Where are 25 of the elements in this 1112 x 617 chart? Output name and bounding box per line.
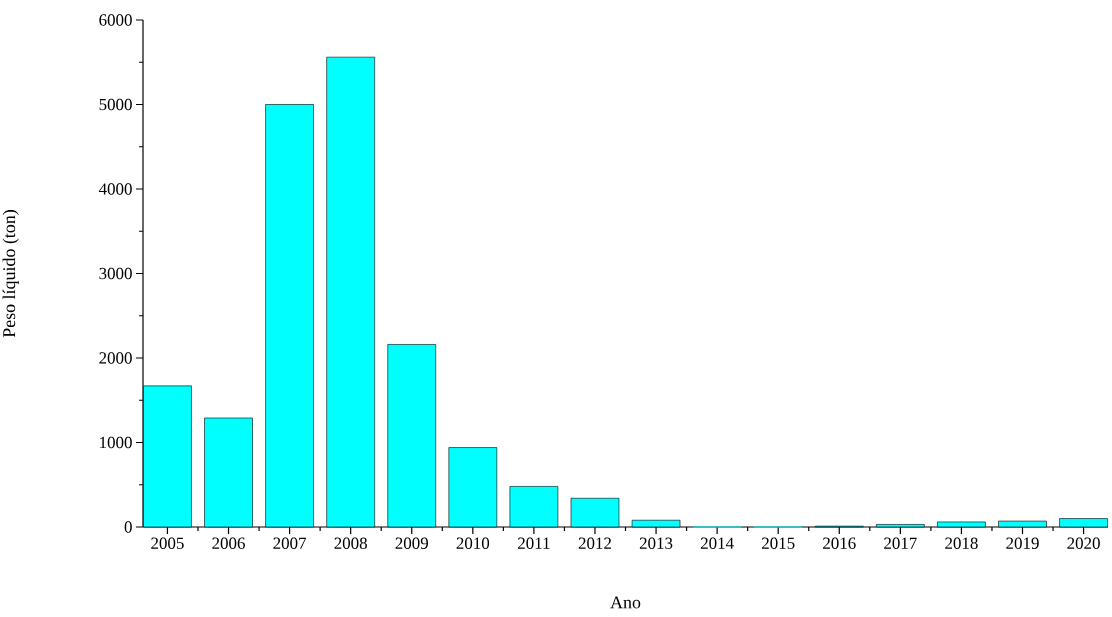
y-tick-label: 0 — [124, 521, 132, 533]
x-tick-label: 2016 — [823, 537, 856, 549]
x-axis-title: Ano — [610, 596, 641, 609]
y-tick-label: 5000 — [99, 98, 132, 111]
x-tick-label: 2015 — [762, 537, 795, 549]
x-tick-label: 2017 — [884, 537, 917, 549]
x-tick-label: 2013 — [639, 537, 673, 549]
x-tick-label: 2011 — [518, 537, 550, 549]
x-tick-label: 2010 — [456, 537, 490, 549]
x-tick-label: 2009 — [395, 537, 428, 549]
x-tick-label: 2012 — [578, 537, 611, 549]
x-tick-label: 2006 — [212, 537, 245, 549]
y-axis-title: Peso líquido (ton) — [2, 210, 19, 338]
y-tick-label: 6000 — [99, 14, 132, 26]
x-tick-label: 2008 — [334, 537, 367, 549]
x-tick-label: 2007 — [273, 537, 307, 549]
y-tick-label: 4000 — [98, 183, 132, 195]
y-tick-label: 3000 — [99, 267, 132, 280]
x-tick-label: 2020 — [1067, 537, 1100, 549]
y-tick-label: 1000 — [100, 436, 132, 449]
x-tick-label: 2005 — [151, 537, 184, 549]
x-tick-label: 2018 — [945, 537, 978, 549]
x-tick-label: 2014 — [700, 537, 734, 549]
x-tick-label: 2019 — [1006, 537, 1039, 549]
y-tick-label: 2000 — [99, 352, 132, 364]
